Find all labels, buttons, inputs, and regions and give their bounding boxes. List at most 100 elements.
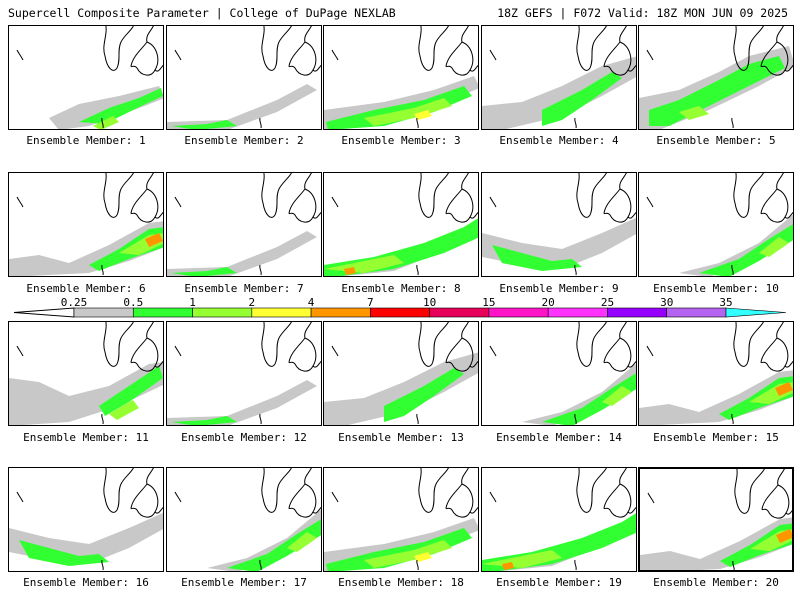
boundary-line — [731, 413, 734, 425]
colorbar-bin — [132, 307, 193, 318]
boundary-line — [16, 196, 24, 208]
boundary-line — [101, 264, 104, 276]
scp-contour-region — [384, 368, 464, 422]
ensemble-member-label: Ensemble Member: 8 — [341, 282, 461, 295]
scp-contour-region — [679, 106, 709, 120]
great-lakes-outline — [103, 468, 163, 518]
scp-contour-region — [171, 120, 237, 129]
boundary-line — [174, 345, 182, 357]
ensemble-map-panel — [8, 467, 164, 572]
ensemble-member-label: Ensemble Member: 13 — [338, 431, 464, 444]
ensemble-map-panel — [8, 321, 164, 426]
ensemble-map-panel — [8, 172, 164, 277]
boundary-line — [731, 117, 734, 129]
ensemble-member-label: Ensemble Member: 7 — [184, 282, 304, 295]
boundary-line — [331, 49, 339, 61]
boundary-line — [416, 413, 419, 425]
ensemble-member-label: Ensemble Member: 11 — [23, 431, 149, 444]
ensemble-map-panel — [323, 25, 479, 130]
scp-contour-region — [326, 528, 472, 571]
colorbar-bin — [429, 307, 490, 318]
colorbar-bin — [607, 307, 668, 318]
scp-contour-map — [482, 173, 636, 276]
boundary-line — [16, 345, 24, 357]
scp-contour-region — [9, 362, 163, 425]
boundary-line — [416, 117, 419, 129]
great-lakes-outline — [733, 173, 793, 223]
scp-contour-map — [167, 322, 321, 425]
boundary-line — [647, 492, 655, 504]
ensemble-map-panel — [481, 321, 637, 426]
scp-contour-region — [602, 386, 632, 406]
boundary-line — [174, 49, 182, 61]
boundary-line — [331, 196, 339, 208]
map-title: Supercell Composite Parameter | College … — [8, 6, 396, 20]
ensemble-map-panel — [323, 321, 479, 426]
scp-contour-region — [414, 552, 432, 562]
scp-contour-map — [646, 173, 793, 276]
ensemble-map-panel — [323, 467, 479, 572]
great-lakes-outline — [733, 26, 793, 76]
scp-contour-map — [482, 26, 636, 129]
ensemble-map-panel — [481, 467, 637, 572]
scp-contour-region — [482, 550, 562, 568]
great-lakes-outline — [261, 468, 321, 518]
boundary-line — [101, 117, 104, 129]
scp-contour-region — [502, 562, 514, 570]
scp-contour-region — [171, 416, 237, 425]
boundary-line — [574, 559, 577, 571]
great-lakes-outline — [733, 322, 793, 372]
scp-contour-map — [16, 26, 163, 129]
boundary-line — [259, 264, 262, 276]
colorbar-tick-label: 30 — [660, 296, 673, 309]
boundary-line — [574, 413, 577, 425]
ensemble-map-panel — [166, 25, 322, 130]
great-lakes-outline — [418, 322, 478, 372]
scp-contour-region — [326, 86, 472, 129]
colorbar-tick-label: 35 — [719, 296, 732, 309]
scp-contour-region — [109, 400, 139, 420]
scp-contour-region — [49, 86, 163, 129]
scp-contour-region — [759, 237, 789, 257]
boundary-line — [174, 491, 182, 503]
ensemble-member-label: Ensemble Member: 5 — [656, 134, 776, 147]
colorbar-bin — [547, 307, 608, 318]
scp-contour-region — [364, 98, 452, 126]
great-lakes-outline — [103, 26, 163, 76]
colorbar-bin — [488, 307, 549, 318]
colorbar-tick-label: 4 — [308, 296, 315, 309]
scp-contour-map — [639, 322, 793, 425]
ensemble-map-panel — [166, 321, 322, 426]
scp-contour-map — [9, 322, 163, 425]
ensemble-member-label: Ensemble Member: 15 — [653, 431, 779, 444]
great-lakes-outline — [576, 173, 636, 223]
ensemble-member-label: Ensemble Member: 14 — [496, 431, 622, 444]
scp-contour-region — [482, 56, 636, 129]
great-lakes-outline — [261, 322, 321, 372]
boundary-line — [331, 345, 339, 357]
boundary-line — [646, 49, 654, 61]
scp-contour-map — [489, 322, 636, 425]
ensemble-member-label: Ensemble Member: 20 — [653, 576, 779, 589]
scp-contour-region — [542, 72, 622, 126]
scp-contour-map — [167, 26, 321, 129]
scp-contour-map — [167, 173, 321, 276]
colorbar-tick-label: 0.25 — [61, 296, 88, 309]
great-lakes-outline — [261, 173, 321, 223]
scp-contour-region — [639, 370, 793, 425]
scp-contour-region — [344, 267, 356, 275]
great-lakes-outline — [418, 26, 478, 76]
boundary-line — [646, 196, 654, 208]
scp-contour-region — [79, 88, 163, 124]
ensemble-map-panel — [481, 172, 637, 277]
scp-contour-region — [167, 231, 317, 276]
boundary-line — [574, 117, 577, 129]
ensemble-map-panel — [638, 25, 794, 130]
colorbar-tick-label: 15 — [482, 296, 495, 309]
colorbar-tick-label: 7 — [367, 296, 374, 309]
scp-contour-region — [99, 366, 163, 416]
scp-contour-map — [640, 469, 792, 570]
scp-contour-region — [776, 529, 792, 543]
colorbar-bin — [192, 307, 253, 318]
boundary-line — [331, 491, 339, 503]
